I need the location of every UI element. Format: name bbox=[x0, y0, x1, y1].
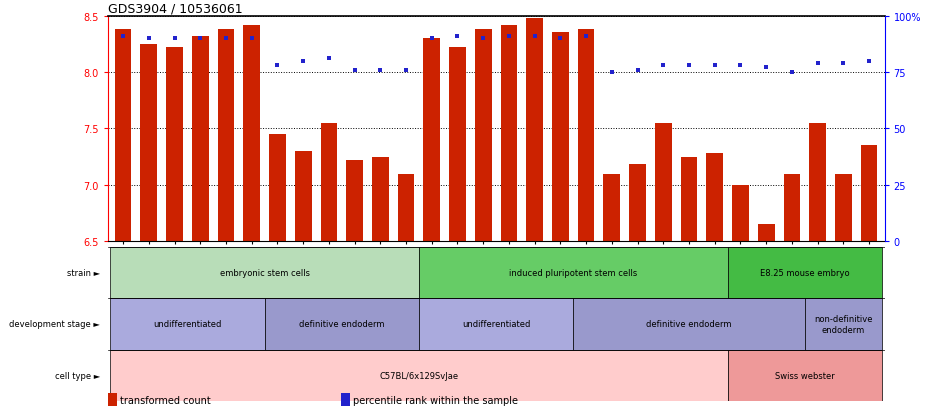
Text: percentile rank within the sample: percentile rank within the sample bbox=[353, 394, 519, 405]
Bar bbox=[810, 123, 826, 242]
Text: induced pluripotent stem cells: induced pluripotent stem cells bbox=[509, 269, 637, 278]
Text: undifferentiated: undifferentiated bbox=[154, 320, 222, 329]
Bar bbox=[419, 248, 727, 299]
Bar bbox=[475, 30, 491, 242]
Bar bbox=[423, 39, 440, 242]
Bar bbox=[727, 248, 882, 299]
Text: embryonic stem cells: embryonic stem cells bbox=[220, 269, 310, 278]
Bar bbox=[108, 393, 117, 406]
Bar bbox=[732, 185, 749, 242]
Bar bbox=[835, 174, 852, 242]
Bar bbox=[629, 165, 646, 242]
Bar bbox=[192, 37, 209, 242]
Text: definitive endoderm: definitive endoderm bbox=[299, 320, 385, 329]
Bar bbox=[707, 154, 724, 242]
Bar bbox=[758, 225, 775, 242]
Bar bbox=[140, 45, 157, 242]
Bar bbox=[115, 30, 131, 242]
Bar bbox=[269, 135, 285, 242]
Text: cell type ►: cell type ► bbox=[54, 370, 100, 380]
Bar bbox=[578, 30, 594, 242]
Text: undifferentiated: undifferentiated bbox=[461, 320, 531, 329]
Bar bbox=[320, 123, 337, 242]
Bar bbox=[501, 26, 518, 242]
Bar bbox=[217, 30, 234, 242]
Bar bbox=[655, 123, 672, 242]
Text: C57BL/6x129SvJae: C57BL/6x129SvJae bbox=[379, 370, 459, 380]
Text: definitive endoderm: definitive endoderm bbox=[646, 320, 732, 329]
Bar bbox=[110, 248, 419, 299]
Bar bbox=[110, 350, 727, 401]
Bar bbox=[243, 26, 260, 242]
Bar bbox=[449, 48, 466, 242]
Text: GDS3904 / 10536061: GDS3904 / 10536061 bbox=[108, 2, 242, 15]
Bar bbox=[727, 350, 882, 401]
Bar bbox=[861, 146, 877, 242]
Bar bbox=[604, 174, 621, 242]
Bar bbox=[419, 299, 573, 350]
Text: strain ►: strain ► bbox=[66, 269, 100, 278]
Bar bbox=[573, 299, 805, 350]
Text: E8.25 mouse embryo: E8.25 mouse embryo bbox=[760, 269, 850, 278]
Bar bbox=[167, 48, 183, 242]
Text: Swiss webster: Swiss webster bbox=[775, 370, 835, 380]
Bar bbox=[341, 393, 350, 406]
Text: non-definitive
endoderm: non-definitive endoderm bbox=[814, 315, 872, 334]
Bar bbox=[346, 161, 363, 242]
Bar bbox=[552, 33, 569, 242]
Bar bbox=[805, 299, 882, 350]
Bar bbox=[110, 299, 265, 350]
Bar bbox=[783, 174, 800, 242]
Bar bbox=[398, 174, 415, 242]
Bar bbox=[372, 157, 388, 242]
Bar bbox=[526, 19, 543, 242]
Text: transformed count: transformed count bbox=[120, 394, 211, 405]
Text: development stage ►: development stage ► bbox=[9, 320, 100, 329]
Bar bbox=[295, 152, 312, 242]
Bar bbox=[265, 299, 419, 350]
Bar bbox=[680, 157, 697, 242]
